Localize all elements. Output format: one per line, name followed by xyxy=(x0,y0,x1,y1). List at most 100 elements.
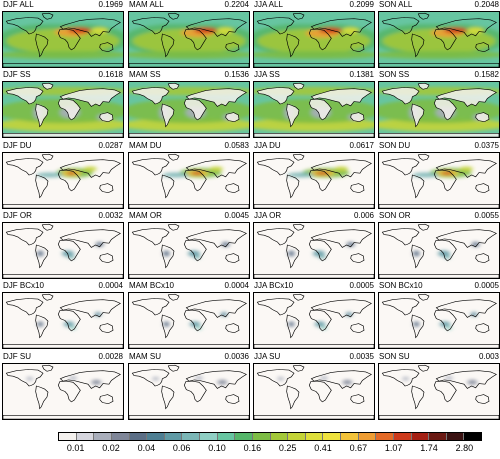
panel-value: 0.0028 xyxy=(98,352,123,361)
map-area xyxy=(253,292,375,349)
colorbar-swatches xyxy=(58,432,482,441)
panel-title: MAM ALL 0.2204 xyxy=(128,0,250,10)
panel-value: 0.0375 xyxy=(474,141,499,150)
panel-label: SON BCx10 xyxy=(379,281,423,290)
colorbar-swatch xyxy=(129,433,148,440)
panel-value: 0.003 xyxy=(478,352,499,361)
colorbar-tick-label: 0.04 xyxy=(137,443,156,453)
colorbar-swatch xyxy=(376,433,394,440)
colorbar-tick-label: 0.67 xyxy=(349,443,368,453)
map-panel: SON ALL 0.2048 xyxy=(378,0,500,69)
panel-grid: DJF ALL 0.1969 MAM ALL 0.2204 JJA ALL 0.2099 S… xyxy=(2,0,500,421)
panel-title: SON DU 0.0375 xyxy=(378,141,500,151)
colorbar-swatch xyxy=(270,433,289,440)
panel-title: MAM DU 0.0583 xyxy=(128,141,250,151)
panel-label: DJF SU xyxy=(3,352,31,361)
panel-title: DJF DU 0.0287 xyxy=(2,141,124,151)
colorbar-swatch xyxy=(111,433,130,440)
panel-title: JJA SU 0.0035 xyxy=(253,352,375,362)
panel-value: 0.0004 xyxy=(224,281,249,290)
colorbar-tick-label: 0.25 xyxy=(278,443,297,453)
panel-title: JJA OR 0.006 xyxy=(253,211,375,221)
map-panel: JJA SU 0.0035 xyxy=(253,352,375,421)
panel-value: 0.1618 xyxy=(98,70,123,79)
map-area xyxy=(128,81,250,138)
panel-title: DJF SS 0.1618 xyxy=(2,70,124,80)
colorbar-swatch xyxy=(341,433,359,440)
panel-value: 0.0032 xyxy=(98,211,123,220)
panel-title: JJA BCx10 0.0005 xyxy=(253,281,375,291)
panel-label: JJA OR xyxy=(254,211,282,220)
map-area xyxy=(2,363,124,420)
panel-value: 0.1969 xyxy=(98,0,123,9)
map-area xyxy=(2,222,124,279)
panel-value: 0.1582 xyxy=(474,70,499,79)
map-panel: DJF SS 0.1618 xyxy=(2,70,124,139)
colorbar-tick-label: 1.74 xyxy=(420,443,438,453)
panel-title: MAM SS 0.1536 xyxy=(128,70,250,80)
panel-title: JJA ALL 0.2099 xyxy=(253,0,375,10)
map-area xyxy=(2,152,124,209)
colorbar-swatch xyxy=(94,433,112,440)
panel-label: JJA BCx10 xyxy=(254,281,294,290)
map-area xyxy=(378,152,500,209)
panel-title: SON SS 0.1582 xyxy=(378,70,500,80)
panel-value: 0.0035 xyxy=(349,352,374,361)
panel-title: MAM SU 0.0036 xyxy=(128,352,250,362)
colorbar-swatch xyxy=(393,433,412,440)
colorbar-swatch xyxy=(76,433,95,440)
panel-label: MAM ALL xyxy=(129,0,164,9)
panel-value: 0.0045 xyxy=(224,211,249,220)
map-area xyxy=(128,152,250,209)
panel-label: DJF ALL xyxy=(3,0,34,9)
panel-label: JJA SS xyxy=(254,70,280,79)
map-area xyxy=(253,11,375,68)
map-panel: DJF DU 0.0287 xyxy=(2,141,124,210)
panel-value: 0.0005 xyxy=(474,281,499,290)
map-area xyxy=(378,81,500,138)
map-panel: JJA ALL 0.2099 xyxy=(253,0,375,69)
map-panel: SON SU 0.003 xyxy=(378,352,500,421)
map-panel: MAM DU 0.0583 xyxy=(128,141,250,210)
map-panel: DJF SU 0.0028 xyxy=(2,352,124,421)
colorbar-swatch xyxy=(288,433,306,440)
colorbar-tick-label: 0.06 xyxy=(172,443,191,453)
panel-value: 0.0583 xyxy=(224,141,249,150)
map-area xyxy=(253,152,375,209)
map-area xyxy=(2,11,124,68)
colorbar-swatch xyxy=(252,433,271,440)
map-panel: JJA BCx10 0.0005 xyxy=(253,281,375,350)
colorbar-swatch xyxy=(464,433,481,440)
colorbar-swatch xyxy=(446,433,465,440)
map-area xyxy=(253,363,375,420)
panel-label: SON DU xyxy=(379,141,411,150)
panel-label: MAM SU xyxy=(129,352,161,361)
panel-title: DJF BCx10 0.0004 xyxy=(2,281,124,291)
panel-title: SON BCx10 0.0005 xyxy=(378,281,500,291)
map-area xyxy=(128,222,250,279)
panel-title: DJF SU 0.0028 xyxy=(2,352,124,362)
colorbar-swatch xyxy=(323,433,341,440)
map-area xyxy=(128,11,250,68)
panel-label: JJA DU xyxy=(254,141,281,150)
map-panel: SON SS 0.1582 xyxy=(378,70,500,139)
map-area xyxy=(253,222,375,279)
colorbar-swatch xyxy=(235,433,253,440)
panel-title: SON OR 0.0055 xyxy=(378,211,500,221)
colorbar-swatch xyxy=(147,433,165,440)
panel-value: 0.0287 xyxy=(98,141,123,150)
panel-value: 0.006 xyxy=(353,211,374,220)
panel-label: DJF SS xyxy=(3,70,31,79)
map-panel: DJF OR 0.0032 xyxy=(2,211,124,280)
panel-label: SON SU xyxy=(379,352,410,361)
colorbar-swatch xyxy=(217,433,236,440)
panel-value: 0.0005 xyxy=(349,281,374,290)
map-panel: DJF BCx10 0.0004 xyxy=(2,281,124,350)
panel-title: SON ALL 0.2048 xyxy=(378,0,500,10)
panel-value: 0.0036 xyxy=(224,352,249,361)
colorbar: 0.01 0.02 0.04 0.06 0.10 0.16 0.25 0.41 0.67 1.07… xyxy=(58,432,482,456)
colorbar-swatch xyxy=(411,433,430,440)
panel-value: 0.2099 xyxy=(349,0,374,9)
map-panel: MAM SS 0.1536 xyxy=(128,70,250,139)
colorbar-tick-label: 0.41 xyxy=(314,443,332,453)
